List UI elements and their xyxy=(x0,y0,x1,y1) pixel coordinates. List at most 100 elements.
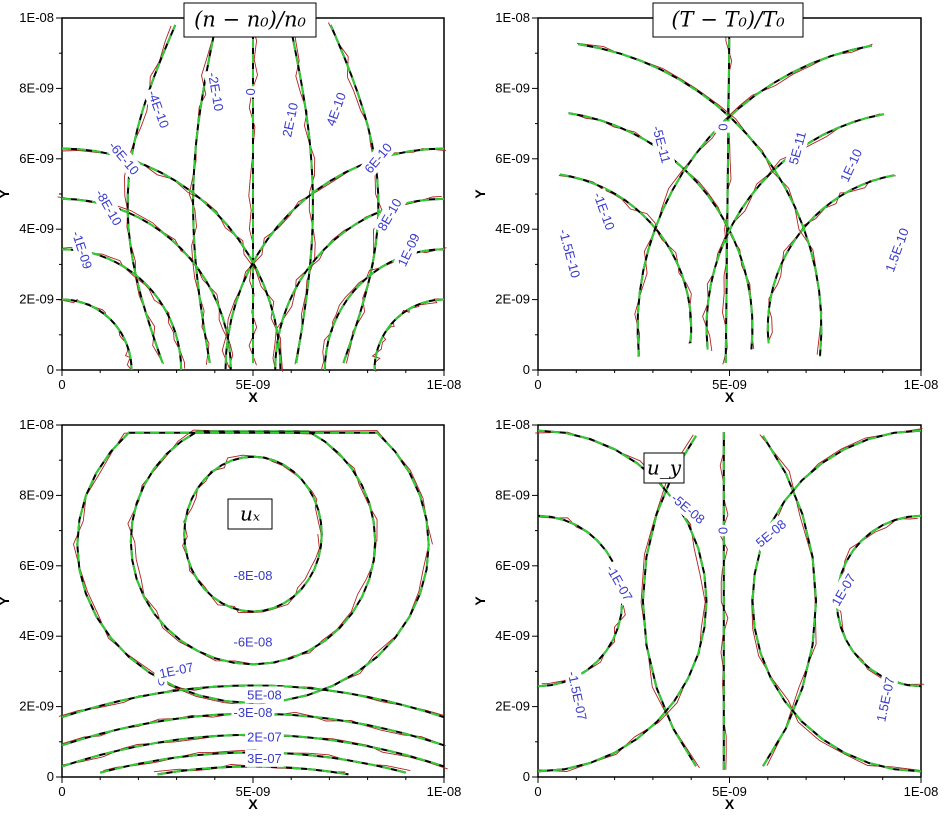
contour-label-halo xyxy=(835,144,867,187)
y-tick-label: 8E-09 xyxy=(495,487,530,502)
contour-label-halo xyxy=(392,228,425,272)
contour-label-halo xyxy=(231,566,275,584)
y-tick-label: 2E-09 xyxy=(19,292,54,307)
x-tick-label: 1E-08 xyxy=(427,784,462,799)
noisy-contour-line xyxy=(188,26,218,365)
contour-label-halo xyxy=(563,667,592,724)
contour-label-halo xyxy=(67,226,97,274)
contour-label-halo xyxy=(372,193,407,236)
y-tick-label: 1E-08 xyxy=(495,417,530,432)
contour-label: 2E-10 xyxy=(279,101,301,138)
contour-label-halo xyxy=(872,673,899,726)
plot-frame xyxy=(537,424,922,778)
dashed-contour-line xyxy=(751,429,922,773)
contour-label: -6E-08 xyxy=(233,635,272,650)
dashed-contour-line xyxy=(373,298,445,371)
contour-label: 0 xyxy=(243,88,258,95)
panel-4: -1.5E-07-1E-07-5E-080 5E-081E-071.5E-07u_… xyxy=(472,417,938,812)
dashed-contour-line xyxy=(636,44,873,357)
y-tick-label: 6E-09 xyxy=(495,151,530,166)
dashed-contour-line xyxy=(578,43,823,357)
dashed-contour-line xyxy=(641,435,697,767)
x-axis-label: X xyxy=(725,389,735,405)
panel-3: -8E-08 -6E-08 -3E-08 0 5E-08 1E-07 2E-07 3E-07 u… xyxy=(0,417,461,812)
contour-label-halo xyxy=(826,568,861,611)
panel-title-box xyxy=(227,498,273,530)
x-axis-label: X xyxy=(248,389,258,405)
contour-label-halo xyxy=(245,728,284,746)
x-tick-label: 0 xyxy=(534,784,541,799)
y-tick-label: 4E-09 xyxy=(19,221,54,236)
panel-1: -1E-09-8E-10-6E-10-4E-10 -2E-10 02E-10 4E-1… xyxy=(0,2,461,405)
contour-label-halo xyxy=(241,86,259,98)
contour-label-halo xyxy=(321,88,351,131)
x-tick-label: 0 xyxy=(534,377,541,392)
contour-label: -2E-10 xyxy=(205,71,227,112)
y-tick-label: 8E-09 xyxy=(19,80,54,95)
contour-label: 0 xyxy=(715,527,730,534)
contour-label: 0 xyxy=(715,124,730,131)
contour-label-halo xyxy=(231,633,275,651)
dashed-contour-line xyxy=(76,431,430,705)
contour-label-halo xyxy=(231,704,275,722)
dashed-contour-line xyxy=(61,684,445,719)
x-axis-label: X xyxy=(725,796,735,812)
y-tick-label: 8E-09 xyxy=(19,487,54,502)
dashed-contour-line xyxy=(61,733,445,768)
panel-title: (T − T₀)/T₀ xyxy=(671,8,785,32)
dashed-contour-line xyxy=(568,112,754,350)
plot-frame xyxy=(61,424,445,778)
dashed-contour-line xyxy=(537,429,708,773)
y-axis-label: Y xyxy=(0,596,12,606)
y-tick-label: 0 xyxy=(47,769,54,784)
panel-title-box xyxy=(183,2,317,38)
contour-label-halo xyxy=(554,225,585,282)
panel-title: uₓ xyxy=(240,502,260,526)
y-tick-label: 4E-09 xyxy=(495,221,530,236)
dashed-contour-line xyxy=(61,147,282,371)
y-tick-label: 8E-09 xyxy=(495,80,530,95)
x-tick-label: 1E-08 xyxy=(904,784,939,799)
contour-label-halo xyxy=(784,127,811,169)
y-tick-label: 1E-08 xyxy=(495,10,530,25)
y-tick-label: 2E-09 xyxy=(19,699,54,714)
contour-label-halo xyxy=(750,514,792,553)
contour-label: -8E-08 xyxy=(233,568,272,583)
contour-label-halo xyxy=(647,121,676,167)
panel-title: (n − n₀)/n₀ xyxy=(194,8,306,32)
y-tick-label: 6E-09 xyxy=(495,558,530,573)
y-tick-label: 2E-09 xyxy=(495,292,530,307)
x-tick-label: 0 xyxy=(58,377,65,392)
contour-label-halo xyxy=(245,686,284,704)
y-tick-label: 0 xyxy=(523,769,530,784)
y-tick-label: 1E-08 xyxy=(19,10,54,25)
y-tick-label: 0 xyxy=(47,362,54,377)
dashed-contour-line xyxy=(61,298,133,371)
contour-label-halo xyxy=(714,121,732,133)
contour-label-halo xyxy=(880,223,914,277)
contour-label-halo xyxy=(155,658,198,683)
x-tick-label: 5E-09 xyxy=(236,784,271,799)
noisy-contour-line xyxy=(327,22,383,364)
x-tick-label: 0 xyxy=(58,784,65,799)
panel-title: u_y xyxy=(647,456,682,480)
contour-label-halo xyxy=(203,69,228,115)
x-tick-label: 5E-09 xyxy=(712,784,747,799)
y-tick-label: 6E-09 xyxy=(19,151,54,166)
x-tick-label: 1E-08 xyxy=(904,377,939,392)
noisy-contour-line xyxy=(182,454,322,613)
dashed-contour-line xyxy=(762,435,818,767)
contour-label-halo xyxy=(588,188,620,235)
dashed-contour-line xyxy=(559,173,693,344)
x-tick-label: 5E-09 xyxy=(236,377,271,392)
contour-label-halo xyxy=(359,137,398,179)
dashed-contour-line xyxy=(61,248,183,371)
contour-label-halo xyxy=(143,86,174,133)
dashed-contour-line xyxy=(61,712,445,747)
contour-label-halo xyxy=(666,488,710,530)
noisy-contour-line xyxy=(292,23,316,365)
panel-2: -1.5E-10-1E-10-5E-11 05E-11 1E-101.5E-10(T… xyxy=(472,2,939,405)
contour-label: 2E-07 xyxy=(247,730,282,745)
